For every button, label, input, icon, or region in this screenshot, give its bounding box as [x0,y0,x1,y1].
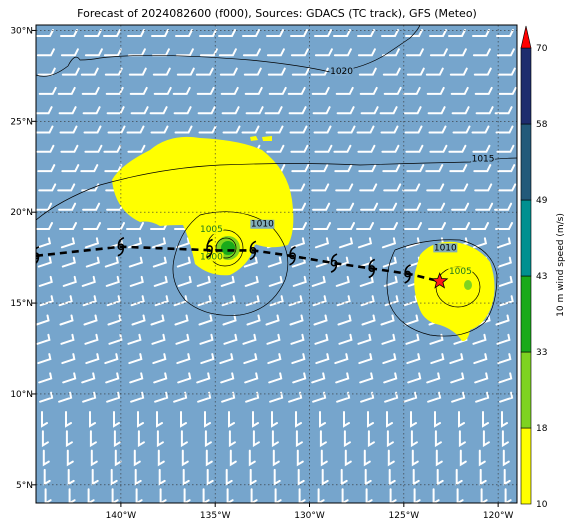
isobar-label-bg [433,243,458,253]
isobar-label-bg [448,266,473,276]
map-plot-area: 1020 1015 1010 1010 1005 1000 1005 [36,25,517,503]
y-tick-label: 15°N [10,299,33,309]
tropical-cyclone-icon [117,236,125,257]
colorbar-segment [520,275,532,353]
tropical-cyclone-icon [368,258,376,279]
gridlines [36,25,517,503]
tropical-cyclone-icon [206,238,213,259]
isobar-label-bg [250,219,275,229]
isobar-label: 1020 [330,67,353,77]
wind-region-west-storm [112,136,294,276]
colorbar-tick-label: 70 [536,44,548,54]
y-tick-label: 30°N [10,26,33,36]
isobar-1010-east [386,239,498,337]
colorbar-segment [520,351,532,429]
y-tick-label: 10°N [10,390,33,400]
wind-core-east [464,280,472,290]
isobar-1000-west [215,237,237,259]
map-title: Forecast of 2024082600 (f000), Sources: … [77,7,477,20]
tropical-cyclone-icon [249,240,257,261]
wind-region-east-storm [414,241,495,342]
isobar-label: 1005 [449,267,472,277]
isobar-label: 1015 [472,154,495,164]
isobar-label-bg [329,67,354,77]
y-tick-label: 20°N [10,208,33,218]
colorbar-tick-label: 18 [536,424,548,434]
isobar-labels: 1020 1015 1010 1010 1005 1000 1005 [199,67,496,277]
colorbar-segment [520,47,532,125]
isobar-1015 [36,157,517,221]
isobar-label: 1010 [434,243,457,253]
isobar-label: 1000 [200,252,223,262]
colorbar-tick-label: 49 [536,196,548,206]
x-tick-label: 130°W [294,511,325,521]
colorbar-segment [520,427,532,505]
colorbar-label: 10 m wind speed (m/s) [556,213,566,317]
tropical-cyclone-icon [36,246,40,265]
colorbar-segment [520,123,532,201]
x-tick-label: 135°W [200,511,231,521]
colorbar-tick-label: 58 [536,120,548,130]
colorbar-segment [520,199,532,277]
x-tick-label: 120°W [483,511,514,521]
tropical-cyclone-icon [330,253,338,273]
x-tick-label: 125°W [389,511,420,521]
colorbar-tick-label: 10 [536,500,548,510]
isobar-label: 1010 [251,220,274,230]
tropical-cyclone-icon [289,246,296,266]
y-axis-ticks: 30°N 25°N 20°N 15°N 10°N 5°N [10,26,36,491]
y-tick-label: 25°N [10,117,33,127]
wind-region-small-patch [250,136,272,141]
tropical-cyclone-icon [404,264,411,284]
x-tick-label: 140°W [106,511,137,521]
current-position-star-icon [431,272,449,289]
isobar-label-bg [471,154,496,164]
isobar-label-bg [199,252,224,262]
y-tick-label: 5°N [16,481,33,491]
plot-frame [35,24,518,504]
storm-track-symbols [36,236,411,284]
colorbar-tick-label: 33 [536,348,547,358]
isobar-label: 1005 [200,225,223,235]
isobar-1020 [36,25,421,77]
wind-speed-colorbar: 10 18 33 43 49 58 70 10 m wind speed (m/s) [520,25,566,510]
colorbar-tick-label: 43 [536,272,547,282]
isobar-label-bg [199,225,224,235]
x-axis-ticks: 140°W 135°W 130°W 125°W 120°W [106,503,514,521]
colorbar-extend-arrow [520,25,532,49]
